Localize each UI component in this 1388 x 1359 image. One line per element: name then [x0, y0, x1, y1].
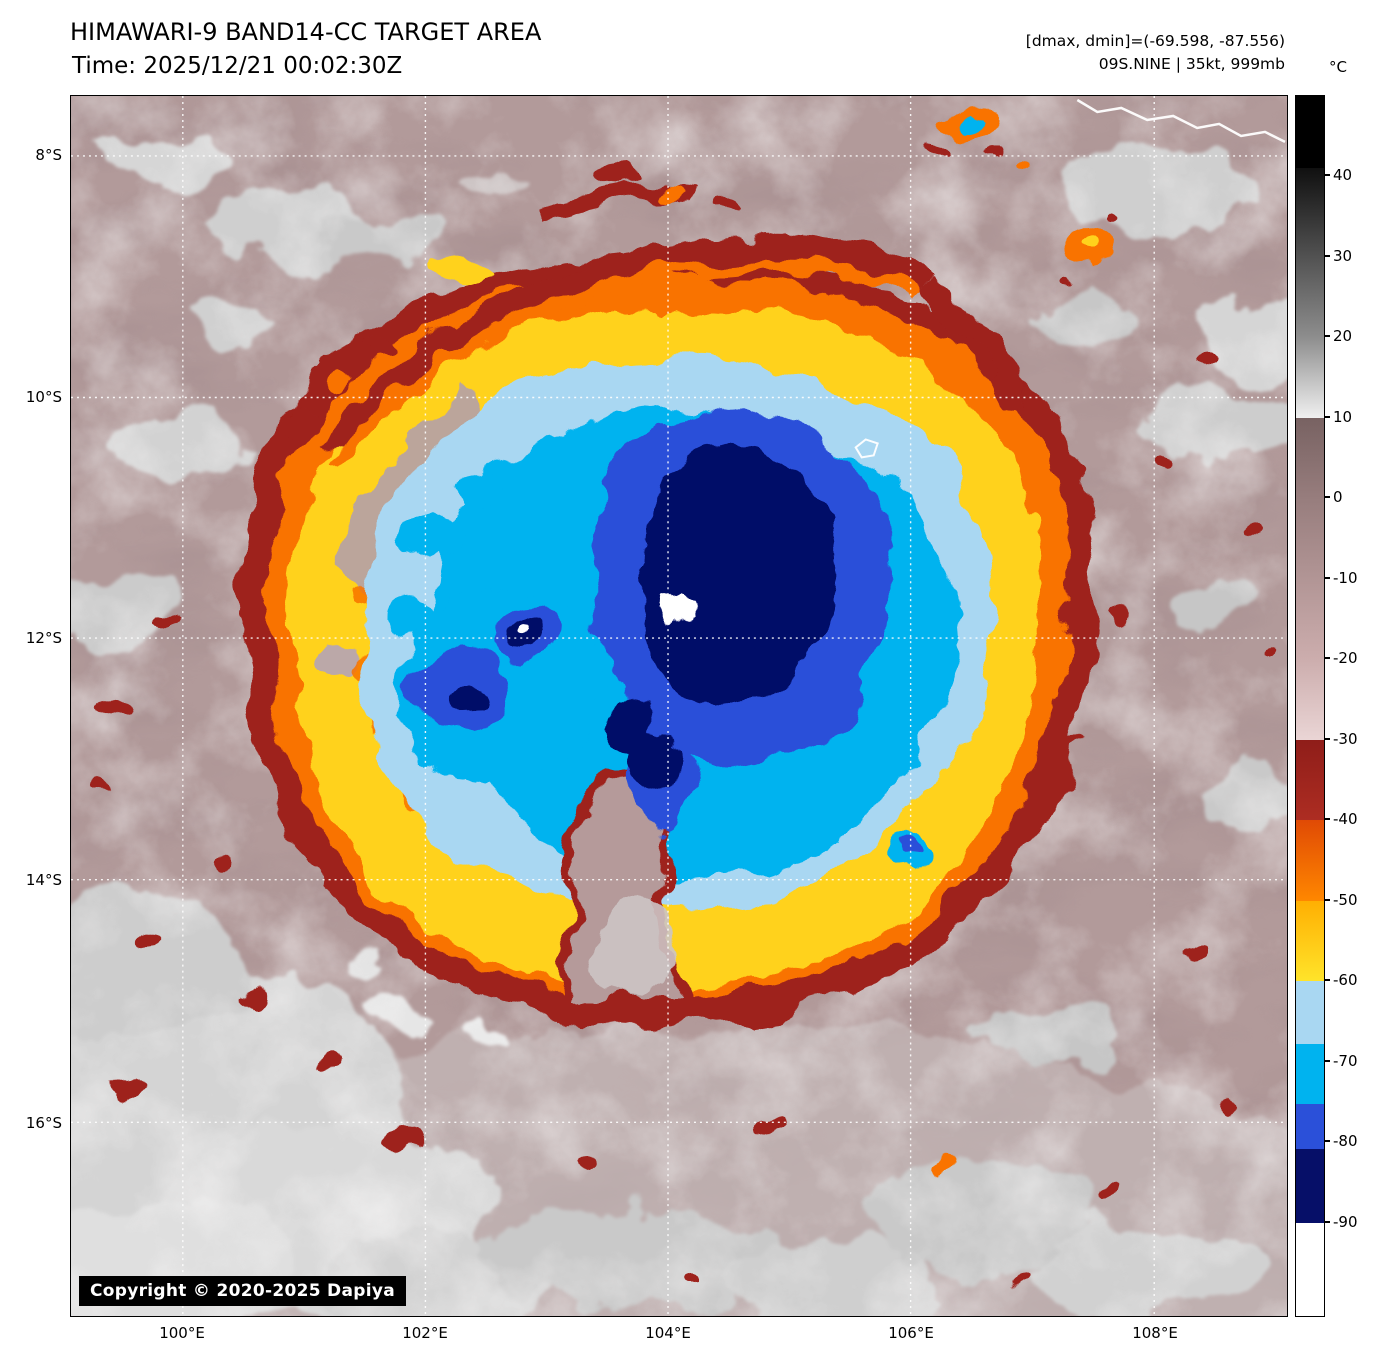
colorbar-segment [1296, 1043, 1324, 1105]
figure-time: Time: 2025/12/21 00:02:30Z [72, 53, 403, 79]
graticule-gridlines [71, 96, 1287, 1316]
colorbar-tick-label: 20 [1324, 327, 1353, 346]
colorbar-segment [1296, 417, 1324, 499]
cold-cloud-shield [235, 254, 1096, 1026]
colorbar-segment [1296, 96, 1324, 169]
colorbar [1295, 95, 1325, 1317]
colorbar-segment [1296, 498, 1324, 660]
longitude-label: 104°E [645, 1324, 691, 1342]
island-outline [854, 438, 879, 459]
colorbar-segment [1296, 981, 1324, 1044]
figure-title: HIMAWARI-9 BAND14-CC TARGET AREA [70, 18, 542, 46]
colorbar-tick-label: -60 [1325, 971, 1358, 990]
latitude-label: 14°S [25, 871, 62, 889]
colorbar-tick-label: -90 [1325, 1212, 1358, 1231]
longitude-label: 100°E [159, 1324, 205, 1342]
spiral-band-orange [327, 258, 922, 472]
storm-info: 09S.NINE | 35kt, 999mb [1098, 55, 1285, 74]
latitude-label: 8°S [35, 146, 62, 164]
colorbar-unit-label: °C [1329, 58, 1347, 76]
colorbar-segment [1296, 659, 1324, 740]
navy-cold-core [444, 444, 834, 795]
longitude-label: 102°E [402, 1324, 448, 1342]
copyright-label: Copyright © 2020-2025 Dapiya [79, 1276, 406, 1306]
coastline [854, 98, 1286, 459]
colorbar-segment [1296, 1104, 1324, 1150]
longitude-label: 106°E [888, 1324, 934, 1342]
north-spiral-bands [286, 102, 1120, 472]
dmax-dmin-readout: [dmax, dmin]=(-69.598, -87.556) [1025, 32, 1285, 50]
west-warm-notch [313, 641, 358, 670]
colorbar-tick-label: -70 [1325, 1051, 1358, 1070]
coldest-white-spot [512, 593, 696, 631]
colorbar-tick-label: -20 [1325, 649, 1358, 668]
colorbar-segment [1296, 900, 1324, 982]
latitude-label: 12°S [25, 629, 62, 647]
spiral-band-red [316, 235, 933, 461]
satellite-map: Copyright © 2020-2025 Dapiya [70, 95, 1288, 1317]
colorbar-tick-label: -80 [1325, 1132, 1358, 1151]
scattered-cold-flecks [87, 346, 1283, 1283]
coastline-northeast [1076, 98, 1286, 144]
latitude-label: 16°S [25, 1114, 62, 1132]
colorbar-segment [1296, 1222, 1324, 1316]
longitude-label: 108°E [1132, 1324, 1178, 1342]
spiral-band-ne-red [919, 275, 1031, 410]
storm-readout: [dmax, dmin]=(-69.598, -87.556) 09S.NINE… [1026, 30, 1285, 77]
dry-slot-gray-cloud [593, 894, 678, 995]
colorbar-tick-label: 40 [1324, 166, 1353, 185]
colorbar-tick-label: -40 [1325, 810, 1358, 829]
colorbar-tick-label: -50 [1325, 890, 1358, 909]
colorbar-segment [1296, 337, 1324, 418]
colorbar-tick-label: -30 [1325, 729, 1358, 748]
colorbar-tick-label: 10 [1324, 407, 1353, 426]
satellite-image [71, 96, 1287, 1316]
colorbar-tick-label: -10 [1325, 568, 1358, 587]
colorbar-segment [1296, 168, 1324, 338]
colorbar-tick-label: 0 [1325, 488, 1343, 507]
colorbar-segment [1296, 820, 1324, 901]
colorbar-segment [1296, 739, 1324, 821]
colorbar-tick-label: 30 [1324, 246, 1353, 265]
latitude-label: 10°S [25, 388, 62, 406]
colorbar-segment [1296, 1149, 1324, 1223]
